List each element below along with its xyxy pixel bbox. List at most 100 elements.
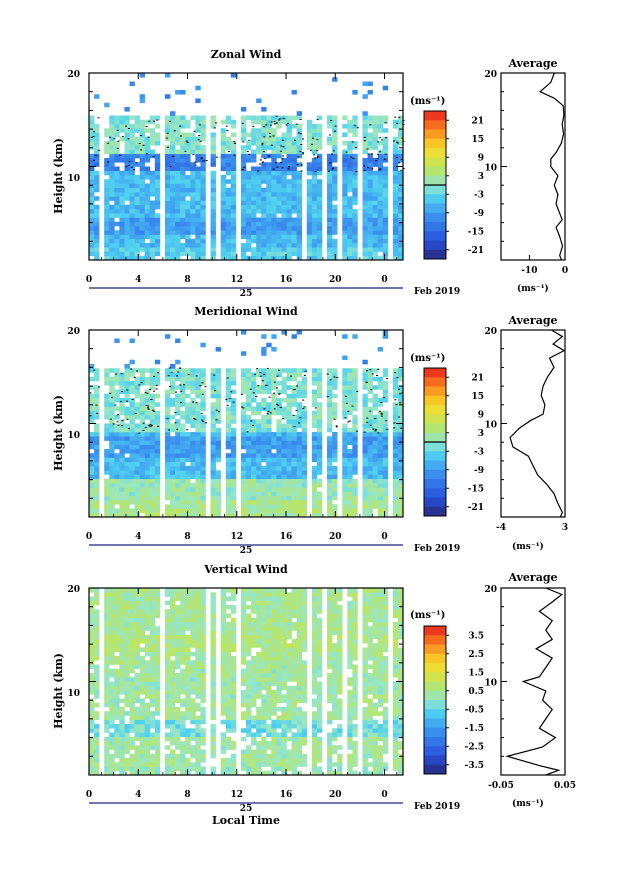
- heatmap-cell: [292, 196, 297, 201]
- heatmap-cell: [119, 601, 124, 606]
- heatmap-cell: [190, 462, 195, 467]
- heatmap-cell: [89, 411, 94, 416]
- heatmap-cell: [130, 631, 135, 636]
- heatmap-cell: [195, 145, 200, 150]
- contour-mark: [129, 161, 131, 162]
- heatmap-cell: [170, 141, 175, 146]
- heatmap-cell: [211, 158, 216, 163]
- heatmap-cell: [185, 686, 190, 691]
- heatmap-cell: [271, 479, 276, 484]
- heatmap-cell: [317, 158, 322, 163]
- heatmap-cell: [109, 120, 114, 125]
- heatmap-cell: [180, 218, 185, 223]
- heatmap-cell: [266, 252, 271, 257]
- heatmap-cell: [190, 588, 195, 593]
- heatmap-cell: [140, 626, 145, 631]
- heatmap-cell: [241, 390, 246, 395]
- heatmap-cell: [292, 175, 297, 180]
- heatmap-cell: [393, 150, 398, 155]
- heatmap-cell: [256, 441, 261, 446]
- heatmap-cell: [140, 218, 145, 223]
- heatmap-cell: [281, 479, 286, 484]
- heatmap-cell: [150, 415, 155, 420]
- heatmap-cell: [114, 124, 119, 129]
- heatmap-cell: [297, 390, 302, 395]
- contour-mark: [149, 389, 151, 390]
- heatmap-cell: [89, 154, 94, 159]
- heatmap-cell: [155, 703, 160, 708]
- heatmap-cell: [368, 196, 373, 201]
- heatmap-cell: [130, 373, 135, 378]
- heatmap-cell: [195, 758, 200, 763]
- heatmap-cell: [231, 162, 236, 167]
- heatmap-cell: [276, 432, 281, 437]
- heatmap-cell: [373, 222, 378, 227]
- heatmap-cell: [200, 483, 205, 488]
- heatmap-cell: [317, 145, 322, 150]
- heatmap-cell: [200, 120, 205, 125]
- heatmap-cell: [155, 252, 160, 257]
- heatmap-cell: [135, 682, 140, 687]
- heatmap-cell: [368, 239, 373, 244]
- heatmap-cell: [165, 614, 170, 619]
- heatmap-cell: [327, 483, 332, 488]
- heatmap-cell: [211, 466, 216, 471]
- heatmap-cell: [281, 470, 286, 475]
- contour-mark: [126, 390, 128, 391]
- heatmap-cell: [378, 230, 383, 235]
- heatmap-cell: [297, 496, 302, 501]
- heatmap-cell: [383, 492, 388, 497]
- contour-mark: [111, 397, 113, 398]
- heatmap-cell: [261, 188, 266, 193]
- heatmap-cell: [342, 124, 347, 129]
- heatmap-cell: [190, 487, 195, 492]
- heatmap-cell: [241, 419, 246, 424]
- contour-mark: [379, 169, 381, 170]
- heatmap-cell: [109, 609, 114, 614]
- heatmap-cell: [190, 470, 195, 475]
- heatmap-cell: [281, 483, 286, 488]
- heatmap-cell: [302, 453, 307, 458]
- heatmap-cell: [190, 643, 195, 648]
- heatmap-cell: [200, 767, 205, 772]
- heatmap-cell: [266, 402, 271, 407]
- heatmap-cell: [266, 247, 271, 252]
- heatmap-cell: [292, 252, 297, 257]
- heatmap-cell: [165, 398, 170, 403]
- contour-mark: [122, 136, 124, 137]
- contour-mark: [381, 139, 383, 140]
- heatmap-cell: [170, 179, 175, 184]
- heatmap-cell: [150, 618, 155, 623]
- heatmap-cell: [352, 504, 357, 509]
- heatmap-cell: [342, 158, 347, 163]
- heatmap-cell: [393, 252, 398, 257]
- heatmap-cell: [211, 741, 216, 746]
- heatmap-cell: [246, 209, 251, 214]
- heatmap-cell: [276, 209, 281, 214]
- heatmap-cell: [368, 441, 373, 446]
- heatmap-cell: [130, 235, 135, 240]
- heatmap-cell: [104, 213, 109, 218]
- heatmap-cell: [276, 192, 281, 197]
- heatmap-cell: [211, 394, 216, 399]
- heatmap-cell: [114, 754, 119, 759]
- heatmap-cell: [119, 597, 124, 602]
- heatmap-cell: [89, 605, 94, 610]
- heatmap-cell: [119, 218, 124, 223]
- heatmap-cell: [383, 334, 388, 339]
- heatmap-cell: [104, 720, 109, 725]
- heatmap-cell: [170, 449, 175, 454]
- heatmap-cell: [383, 432, 388, 437]
- heatmap-cell: [246, 218, 251, 223]
- heatmap-cell: [135, 686, 140, 691]
- colorbar-segment: [424, 204, 446, 214]
- heatmap-cell: [180, 167, 185, 172]
- heatmap-cell: [373, 436, 378, 441]
- heatmap-cell: [104, 605, 109, 610]
- heatmap-cell: [119, 682, 124, 687]
- heatmap-cell: [109, 509, 114, 514]
- heatmap-cell: [317, 377, 322, 382]
- contour-mark: [335, 126, 337, 127]
- heatmap-cell: [104, 171, 109, 176]
- heatmap-cell: [332, 196, 337, 201]
